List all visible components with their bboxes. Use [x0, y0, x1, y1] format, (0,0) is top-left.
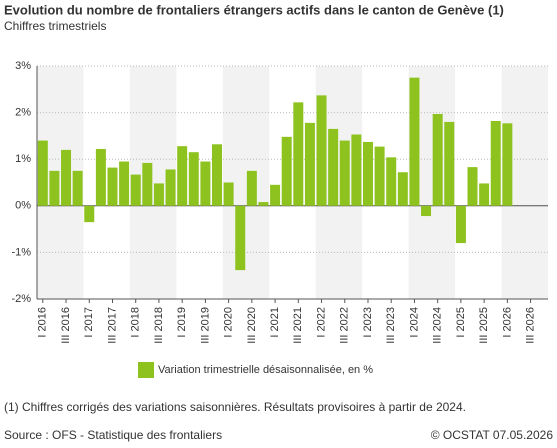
y-tick-label: 3% — [15, 60, 31, 72]
bar — [362, 141, 373, 206]
bar — [328, 128, 339, 206]
bar — [479, 183, 490, 206]
copyright: © OCSTAT 07.05.2026 — [431, 428, 554, 442]
source: Source : OFS - Statistique des frontalie… — [4, 428, 222, 442]
bar — [246, 170, 257, 206]
bar — [49, 170, 60, 206]
bar — [130, 174, 141, 206]
x-tick-label: III 2022 — [339, 307, 351, 344]
bar — [107, 167, 118, 206]
legend-swatch — [138, 362, 154, 378]
bar — [502, 123, 513, 206]
bar — [165, 169, 176, 206]
chart-subtitle: Chiffres trimestriels — [4, 19, 106, 33]
x-tick-label: III 2016 — [60, 307, 72, 344]
bar — [119, 161, 130, 206]
x-tick-label: III 2020 — [246, 307, 258, 344]
x-tick-label: I 2024 — [408, 307, 420, 338]
bar — [421, 205, 432, 217]
bar — [386, 157, 397, 206]
bar — [351, 134, 362, 206]
bar — [235, 205, 246, 271]
bar — [37, 140, 48, 206]
bar — [455, 205, 466, 244]
bar — [200, 161, 211, 206]
x-tick-label: I 2016 — [37, 307, 49, 338]
x-tick-label: III 2026 — [524, 307, 536, 344]
bar — [212, 144, 223, 206]
bar — [490, 120, 501, 206]
y-tick-label: 0% — [15, 200, 31, 212]
bar — [153, 183, 164, 206]
x-tick-label: III 2023 — [385, 307, 397, 344]
x-tick-label: I 2026 — [501, 307, 513, 338]
bar — [432, 113, 443, 206]
x-tick-label: I 2017 — [83, 307, 95, 338]
x-tick-label: I 2023 — [362, 307, 374, 338]
y-tick-label: -2% — [11, 293, 31, 305]
bar — [72, 170, 83, 206]
bar — [270, 184, 281, 206]
bar — [467, 167, 478, 206]
bar — [281, 136, 292, 206]
x-tick-label: III 2021 — [292, 307, 304, 344]
bar — [409, 77, 420, 206]
bar — [444, 121, 455, 206]
bar — [293, 102, 304, 206]
bar — [304, 122, 315, 206]
y-tick-label: -1% — [11, 246, 31, 258]
legend-label: Variation trimestrielle désaisonnalisée,… — [158, 364, 373, 376]
x-tick-label: III 2025 — [478, 307, 490, 344]
footnote: (1) Chiffres corrigés des variations sai… — [4, 400, 466, 414]
bar — [339, 140, 350, 206]
bar — [177, 146, 188, 206]
x-tick-label: III 2019 — [199, 307, 211, 344]
bar — [61, 149, 72, 206]
bar — [223, 182, 234, 206]
bar — [84, 205, 95, 223]
x-tick-label: I 2021 — [269, 307, 281, 338]
y-tick-label: 2% — [15, 107, 31, 119]
x-tick-label: I 2025 — [455, 307, 467, 338]
x-tick-label: I 2018 — [130, 307, 142, 338]
bar — [258, 202, 269, 206]
x-tick-label: III 2017 — [106, 307, 118, 344]
bar — [95, 148, 106, 206]
bar — [142, 162, 153, 206]
chart-title: Evolution du nombre de frontaliers étran… — [4, 2, 504, 17]
bar — [374, 146, 385, 206]
x-tick-label: I 2020 — [223, 307, 235, 338]
x-tick-label: III 2024 — [432, 307, 444, 344]
bar — [397, 172, 408, 206]
y-tick-label: 1% — [15, 153, 31, 165]
x-tick-label: III 2018 — [153, 307, 165, 344]
bar — [188, 152, 199, 206]
x-tick-label: I 2019 — [176, 307, 188, 338]
x-tick-label: I 2022 — [315, 307, 327, 338]
bar — [316, 95, 327, 206]
